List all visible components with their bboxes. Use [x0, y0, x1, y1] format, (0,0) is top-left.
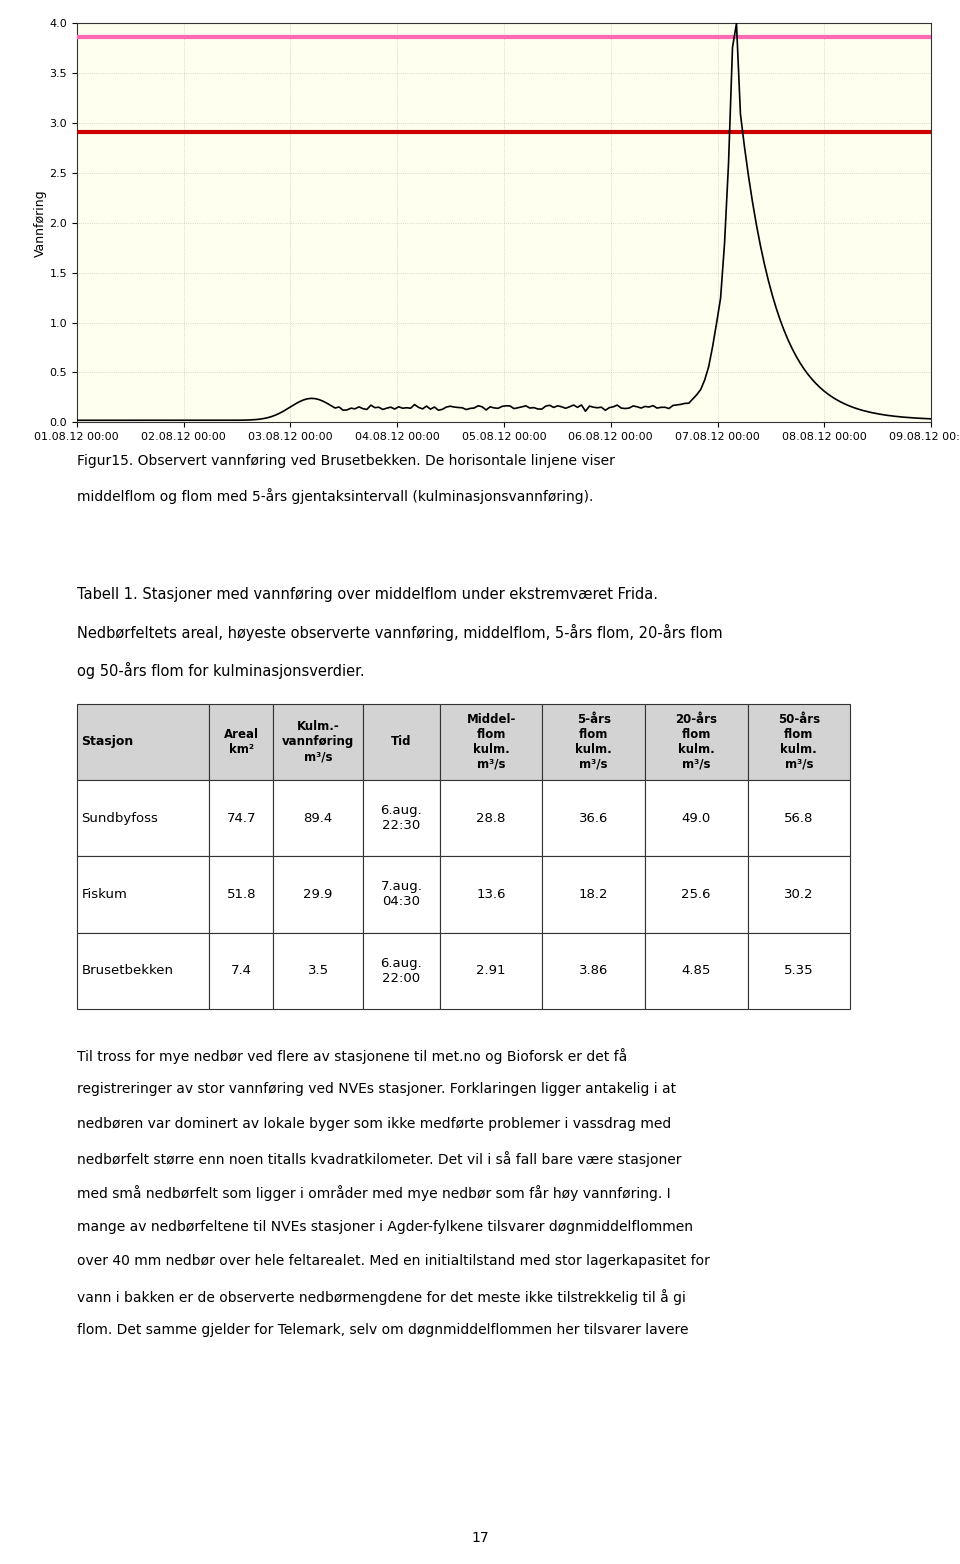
Text: middelflom og flom med 5-års gjentaksintervall (kulminasjonsvannføring).: middelflom og flom med 5-års gjentaksint… [77, 488, 593, 504]
Text: registreringer av stor vannføring ved NVEs stasjoner. Forklaringen ligger antake: registreringer av stor vannføring ved NV… [77, 1082, 676, 1096]
Text: 89.4: 89.4 [303, 812, 333, 824]
Text: 2.91: 2.91 [476, 963, 506, 978]
Text: 4.85: 4.85 [682, 963, 711, 978]
Text: vann i bakken er de observerte nedbørmengdene for det meste ikke tilstrekkelig t: vann i bakken er de observerte nedbørmen… [77, 1289, 685, 1304]
Text: 6.aug.
22:00: 6.aug. 22:00 [380, 957, 422, 985]
Text: 25.6: 25.6 [682, 888, 711, 901]
Text: mange av nedbørfeltene til NVEs stasjoner i Agder-fylkene tilsvarer døgnmiddelfl: mange av nedbørfeltene til NVEs stasjone… [77, 1220, 693, 1234]
Text: nedbøren var dominert av lokale byger som ikke medførte problemer i vassdrag med: nedbøren var dominert av lokale byger so… [77, 1117, 671, 1131]
Text: Middel-
flom
kulm.
m³/s: Middel- flom kulm. m³/s [467, 713, 516, 771]
Text: 36.6: 36.6 [579, 812, 609, 824]
Text: og 50-års flom for kulminasjonsverdier.: og 50-års flom for kulminasjonsverdier. [77, 662, 365, 679]
Text: 50-års
flom
kulm.
m³/s: 50-års flom kulm. m³/s [778, 713, 820, 771]
Text: over 40 mm nedbør over hele feltarealet. Med en initialtilstand med stor lagerka: over 40 mm nedbør over hele feltarealet.… [77, 1254, 709, 1268]
Text: 5.35: 5.35 [784, 963, 813, 978]
Text: 29.9: 29.9 [303, 888, 333, 901]
Text: Kulm.-
vannføring
m³/s: Kulm.- vannføring m³/s [282, 721, 354, 763]
Text: Areal
km²: Areal km² [224, 727, 259, 755]
Text: 51.8: 51.8 [227, 888, 256, 901]
Text: Stasjon: Stasjon [82, 735, 133, 749]
Text: 3.5: 3.5 [307, 963, 328, 978]
Text: Tabell 1. Stasjoner med vannføring over middelflom under ekstremværet Frida.: Tabell 1. Stasjoner med vannføring over … [77, 586, 658, 602]
Text: 74.7: 74.7 [227, 812, 256, 824]
Text: 7.aug.
04:30: 7.aug. 04:30 [380, 881, 422, 909]
Text: 3.86: 3.86 [579, 963, 609, 978]
Text: Sundbyfoss: Sundbyfoss [82, 812, 158, 824]
Y-axis label: Vannføring: Vannføring [34, 189, 46, 256]
Text: Nedbørfeltets areal, høyeste observerte vannføring, middelflom, 5-års flom, 20-å: Nedbørfeltets areal, høyeste observerte … [77, 624, 723, 641]
Text: Tid: Tid [392, 735, 412, 749]
Text: 6.aug.
22:30: 6.aug. 22:30 [380, 804, 422, 832]
Text: 5-års
flom
kulm.
m³/s: 5-års flom kulm. m³/s [575, 713, 612, 771]
Text: 28.8: 28.8 [476, 812, 506, 824]
Text: Fiskum: Fiskum [82, 888, 128, 901]
Text: 17: 17 [471, 1531, 489, 1545]
Text: Til tross for mye nedbør ved flere av stasjonene til met.no og Bioforsk er det f: Til tross for mye nedbør ved flere av st… [77, 1048, 627, 1064]
Text: 18.2: 18.2 [579, 888, 609, 901]
Text: 13.6: 13.6 [476, 888, 506, 901]
Text: Figur15. Observert vannføring ved Brusetbekken. De horisontale linjene viser: Figur15. Observert vannføring ved Bruset… [77, 454, 614, 468]
Text: 7.4: 7.4 [230, 963, 252, 978]
Text: 20-års
flom
kulm.
m³/s: 20-års flom kulm. m³/s [675, 713, 717, 771]
Text: flom. Det samme gjelder for Telemark, selv om døgnmiddelflommen her tilsvarer la: flom. Det samme gjelder for Telemark, se… [77, 1323, 688, 1337]
Text: med små nedbørfelt som ligger i områder med mye nedbør som får høy vannføring. I: med små nedbørfelt som ligger i områder … [77, 1186, 670, 1201]
Text: 49.0: 49.0 [682, 812, 710, 824]
Text: 56.8: 56.8 [784, 812, 813, 824]
Text: nedbørfelt større enn noen titalls kvadratkilometer. Det vil i så fall bare være: nedbørfelt større enn noen titalls kvadr… [77, 1151, 682, 1167]
Text: 30.2: 30.2 [784, 888, 813, 901]
Text: Brusetbekken: Brusetbekken [82, 963, 174, 978]
